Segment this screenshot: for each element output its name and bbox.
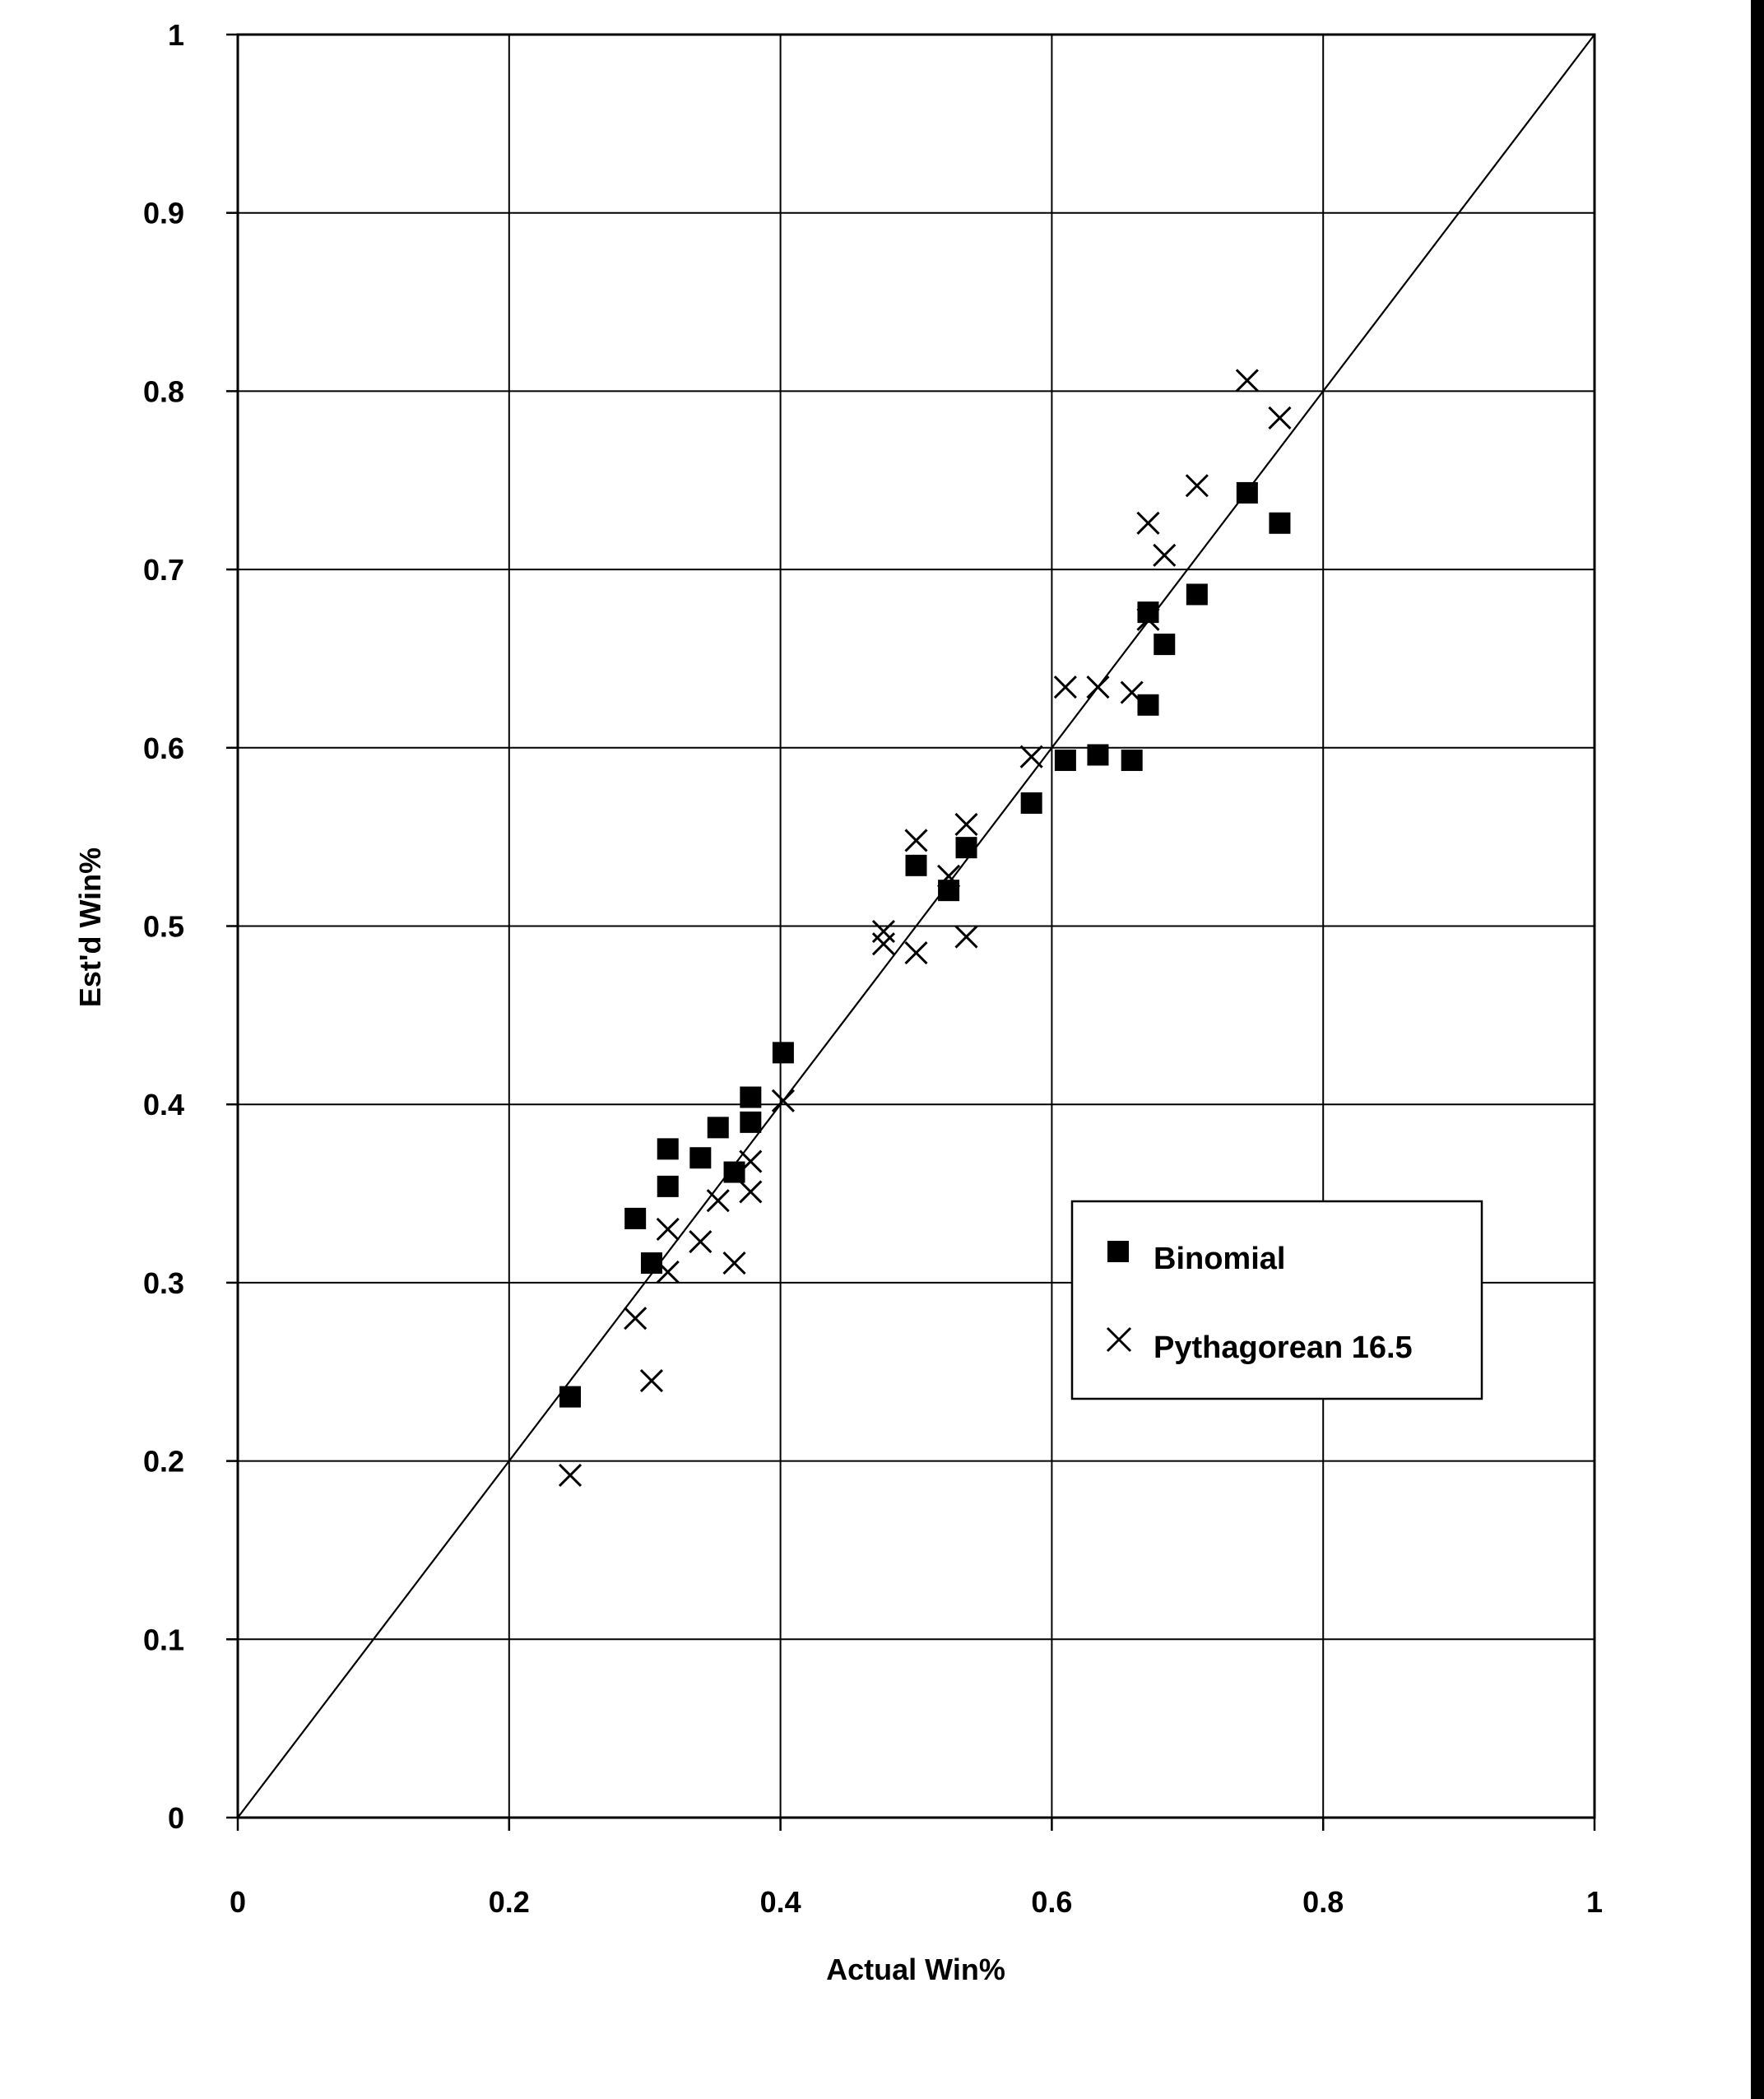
point-binomial xyxy=(1186,583,1208,606)
point-pythagorean-16-5 xyxy=(1153,543,1177,567)
legend-label-pythagorean: Pythagorean 16.5 xyxy=(1154,1330,1413,1365)
y-tick-label: 0.5 xyxy=(143,910,184,944)
point-pythagorean-16-5 xyxy=(1120,680,1144,704)
point-pythagorean-16-5 xyxy=(871,919,895,944)
x-tick-labels: 0 0.2 0.4 0.6 0.8 1 xyxy=(230,1885,1603,1919)
point-pythagorean-16-5 xyxy=(904,829,928,852)
point-pythagorean-16-5 xyxy=(1136,511,1160,535)
page-edge-bar xyxy=(1751,0,1764,2099)
point-binomial xyxy=(559,1386,582,1408)
y-tick-label: 0.4 xyxy=(143,1088,184,1121)
legend-marker-pythagorean xyxy=(1106,1326,1132,1353)
point-pythagorean-16-5 xyxy=(1268,406,1292,430)
point-binomial xyxy=(1020,792,1042,814)
point-binomial xyxy=(689,1147,712,1169)
point-pythagorean-16-5 xyxy=(739,1180,763,1204)
point-pythagorean-16-5 xyxy=(1053,676,1077,699)
point-binomial xyxy=(1137,694,1159,716)
x-tick-label: 0.8 xyxy=(1302,1885,1344,1919)
point-binomial xyxy=(723,1161,745,1183)
point-pythagorean-16-5 xyxy=(624,1307,648,1330)
x-axis-title: Actual Win% xyxy=(826,1953,1005,1986)
point-binomial xyxy=(772,1042,794,1064)
legend: Binomial Pythagorean 16.5 xyxy=(1070,1200,1483,1400)
data-points xyxy=(558,369,1292,1487)
point-pythagorean-16-5 xyxy=(771,1089,795,1112)
x-tick-label: 0.2 xyxy=(489,1885,530,1919)
axis-ticks xyxy=(226,33,1596,1831)
point-pythagorean-16-5 xyxy=(904,940,928,965)
point-binomial xyxy=(1269,512,1291,534)
point-pythagorean-16-5 xyxy=(656,1260,680,1284)
point-binomial xyxy=(657,1138,679,1160)
point-binomial xyxy=(740,1086,762,1108)
point-pythagorean-16-5 xyxy=(871,932,895,956)
point-pythagorean-16-5 xyxy=(1019,745,1043,769)
point-binomial xyxy=(955,837,977,859)
point-pythagorean-16-5 xyxy=(954,812,978,837)
point-pythagorean-16-5 xyxy=(706,1189,730,1213)
point-pythagorean-16-5 xyxy=(689,1229,713,1254)
point-pythagorean-16-5 xyxy=(954,925,978,949)
point-pythagorean-16-5 xyxy=(639,1369,664,1393)
point-binomial xyxy=(1087,744,1109,766)
point-pythagorean-16-5 xyxy=(656,1217,680,1241)
point-binomial xyxy=(1121,749,1143,771)
reference-line-y-equals-x xyxy=(237,34,1595,1818)
point-binomial xyxy=(905,854,927,876)
y-tick-label: 0.6 xyxy=(143,731,184,765)
y-tick-label: 1 xyxy=(168,18,184,52)
point-pythagorean-16-5 xyxy=(1136,607,1160,631)
point-binomial xyxy=(1054,749,1076,771)
point-pythagorean-16-5 xyxy=(739,1149,763,1173)
y-tick-labels: 0 0.1 0.2 0.3 0.4 0.5 0.6 0.7 0.8 0.9 1 xyxy=(143,18,184,1835)
y-tick-label: 0.1 xyxy=(143,1623,184,1656)
legend-box xyxy=(1070,1200,1483,1400)
legend-label-binomial: Binomial xyxy=(1154,1242,1285,1276)
y-tick-label: 0.8 xyxy=(143,374,184,408)
point-binomial xyxy=(657,1175,679,1197)
point-pythagorean-16-5 xyxy=(937,864,961,888)
point-binomial xyxy=(1236,481,1258,504)
point-pythagorean-16-5 xyxy=(1086,676,1110,699)
point-pythagorean-16-5 xyxy=(1235,369,1259,392)
legend-marker-binomial xyxy=(1107,1241,1129,1262)
x-tick-label: 1 xyxy=(1586,1885,1603,1919)
point-binomial xyxy=(707,1117,729,1139)
y-tick-label: 0.7 xyxy=(143,553,184,587)
point-pythagorean-16-5 xyxy=(722,1252,746,1275)
point-binomial xyxy=(740,1111,762,1133)
y-tick-label: 0.9 xyxy=(143,197,184,230)
x-tick-label: 0 xyxy=(230,1885,246,1919)
y-tick-label: 0.3 xyxy=(143,1266,184,1300)
y-tick-label: 0 xyxy=(168,1801,184,1835)
point-pythagorean-16-5 xyxy=(558,1463,583,1487)
point-binomial xyxy=(1154,634,1176,656)
y-tick-label: 0.2 xyxy=(143,1445,184,1479)
point-pythagorean-16-5 xyxy=(1185,474,1209,498)
x-tick-label: 0.4 xyxy=(760,1885,801,1919)
point-binomial xyxy=(624,1207,647,1229)
y-axis-title: Est'd Win% xyxy=(73,847,107,1007)
x-tick-label: 0.6 xyxy=(1031,1885,1072,1919)
